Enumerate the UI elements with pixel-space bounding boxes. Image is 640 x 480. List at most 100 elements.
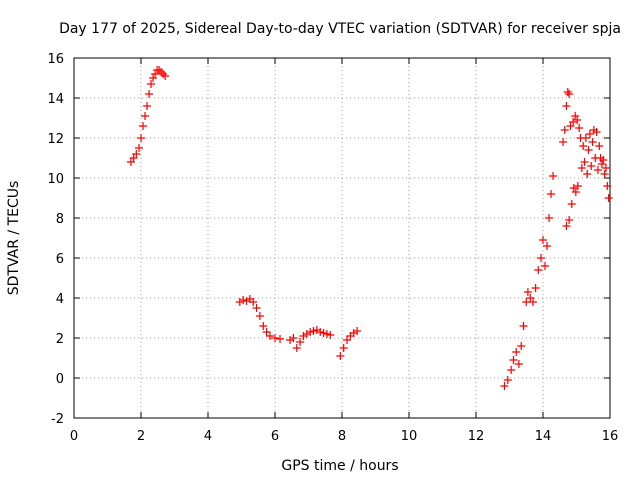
y-tick-label: 2 bbox=[56, 332, 64, 347]
x-axis-title: GPS time / hours bbox=[281, 458, 398, 474]
x-tick-label: 16 bbox=[602, 429, 619, 444]
y-tick-label: 0 bbox=[56, 372, 64, 387]
y-tick-label: -2 bbox=[51, 412, 64, 427]
data-point bbox=[302, 330, 311, 338]
y-tick-label: 4 bbox=[56, 292, 64, 307]
data-point bbox=[143, 102, 152, 110]
data-point bbox=[149, 74, 158, 82]
data-point bbox=[159, 70, 168, 78]
data-point bbox=[514, 360, 523, 368]
data-point bbox=[585, 130, 594, 138]
data-point bbox=[336, 352, 345, 360]
data-point bbox=[286, 336, 295, 344]
data-point bbox=[319, 329, 328, 337]
data-point bbox=[565, 90, 574, 98]
data-point bbox=[157, 68, 166, 76]
data-point bbox=[132, 150, 141, 158]
data-point bbox=[592, 128, 601, 136]
data-point bbox=[134, 144, 143, 152]
x-tick-label: 2 bbox=[137, 429, 145, 444]
data-point bbox=[523, 288, 532, 296]
data-point bbox=[509, 356, 518, 364]
data-point bbox=[139, 122, 148, 130]
data-point bbox=[161, 72, 170, 80]
y-tick-label: 16 bbox=[47, 52, 64, 67]
data-point bbox=[541, 262, 550, 270]
x-tick-label: 10 bbox=[401, 429, 418, 444]
data-point bbox=[242, 297, 251, 305]
data-point bbox=[580, 158, 589, 166]
data-point bbox=[575, 124, 584, 132]
data-point bbox=[299, 332, 308, 340]
data-point bbox=[534, 266, 543, 274]
data-point bbox=[339, 344, 348, 352]
data-point bbox=[259, 322, 268, 330]
data-point bbox=[343, 336, 352, 344]
data-point bbox=[255, 312, 264, 320]
data-point bbox=[573, 182, 582, 190]
data-point bbox=[235, 298, 244, 306]
x-tick-label: 8 bbox=[338, 429, 346, 444]
data-point bbox=[141, 112, 150, 120]
y-tick-label: 12 bbox=[47, 132, 64, 147]
data-point bbox=[600, 170, 609, 178]
data-point bbox=[151, 70, 160, 78]
data-point bbox=[587, 162, 596, 170]
data-point bbox=[517, 342, 526, 350]
data-point bbox=[147, 80, 156, 88]
data-point bbox=[531, 284, 540, 292]
data-point bbox=[588, 138, 597, 146]
data-point bbox=[571, 112, 580, 120]
data-point bbox=[312, 326, 321, 334]
data-point bbox=[571, 188, 580, 196]
data-point bbox=[593, 166, 602, 174]
y-tick-label: 10 bbox=[47, 172, 64, 187]
data-point bbox=[536, 254, 545, 262]
data-point bbox=[543, 242, 552, 250]
data-point bbox=[252, 304, 261, 312]
data-point bbox=[528, 298, 537, 306]
data-point bbox=[262, 328, 271, 336]
data-point bbox=[545, 214, 554, 222]
data-point bbox=[601, 164, 610, 172]
grid bbox=[74, 58, 610, 418]
data-point bbox=[326, 331, 335, 339]
data-point bbox=[563, 88, 572, 96]
data-point bbox=[145, 90, 154, 98]
y-axis: -2 0 2 4 6 8 10 12 14 16 bbox=[47, 52, 610, 427]
data-point bbox=[512, 348, 521, 356]
y-tick-label: 8 bbox=[56, 212, 64, 227]
data-point bbox=[562, 222, 571, 230]
data-point bbox=[559, 138, 568, 146]
data-point bbox=[562, 102, 571, 110]
data-point bbox=[155, 66, 164, 74]
data-point bbox=[560, 126, 569, 134]
data-point bbox=[604, 194, 613, 202]
data-point bbox=[547, 190, 556, 198]
data-point bbox=[309, 327, 318, 335]
data-point bbox=[249, 298, 258, 306]
y-tick-label: 14 bbox=[47, 92, 64, 107]
x-axis: 0 2 4 6 8 10 12 14 16 bbox=[70, 58, 618, 444]
data-point bbox=[522, 298, 531, 306]
data-point bbox=[239, 296, 248, 304]
y-axis-title: SDTVAR / TECUs bbox=[6, 181, 22, 296]
data-point bbox=[603, 182, 612, 190]
data-point bbox=[549, 172, 558, 180]
data-point bbox=[507, 366, 516, 374]
data-point bbox=[276, 335, 285, 343]
data-point bbox=[565, 216, 574, 224]
data-point bbox=[296, 338, 305, 346]
chart-title: Day 177 of 2025, Sidereal Day-to-day VTE… bbox=[59, 21, 621, 37]
x-tick-label: 6 bbox=[271, 429, 279, 444]
data-point bbox=[581, 134, 590, 142]
data-point bbox=[316, 328, 325, 336]
data-point bbox=[539, 236, 547, 244]
data-point bbox=[569, 118, 578, 126]
data-point bbox=[137, 134, 145, 142]
data-point bbox=[584, 146, 593, 154]
data-point bbox=[353, 327, 362, 335]
data-point bbox=[597, 160, 606, 168]
